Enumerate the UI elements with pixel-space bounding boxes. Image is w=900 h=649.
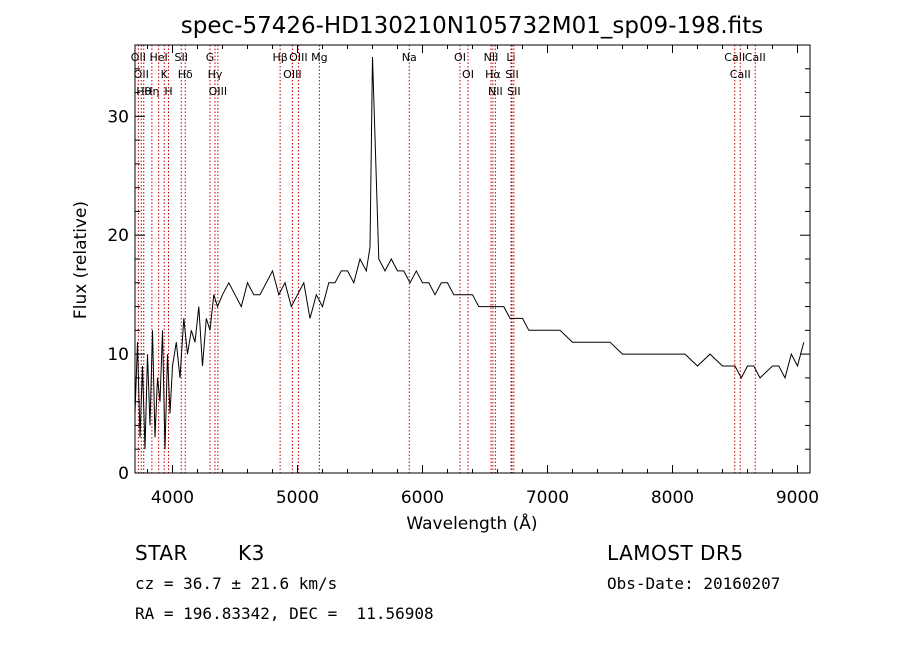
spectrum-series bbox=[134, 56, 805, 450]
x-tick-label-4: 8000 bbox=[651, 488, 694, 508]
y-axis-label: Flux (relative) bbox=[71, 201, 91, 319]
line-marker-label-26: CaII bbox=[730, 68, 751, 81]
line-marker-label-25: CaII bbox=[724, 51, 745, 64]
x-tick-label-0: 4000 bbox=[151, 488, 194, 508]
y-tick-label-0: 0 bbox=[118, 464, 129, 484]
line-marker-label-22: Li bbox=[506, 51, 515, 64]
observation-date: Obs-Date: 20160207 bbox=[607, 574, 781, 593]
line-marker-label-8: Hδ bbox=[178, 68, 193, 81]
y-tick-label-1: 10 bbox=[107, 345, 129, 365]
x-axis-label: Wavelength (Å) bbox=[406, 512, 537, 534]
line-marker-label-1: OII bbox=[134, 68, 149, 81]
line-marker-label-23: SII bbox=[505, 68, 518, 81]
line-marker-label-18: OI bbox=[462, 68, 474, 81]
line-marker-label-15: Mg bbox=[311, 51, 327, 64]
x-tick-label-5: 9000 bbox=[776, 488, 819, 508]
object-class: STAR bbox=[135, 541, 188, 565]
redshift-cz: cz = 36.7 ± 21.6 km/s bbox=[135, 574, 338, 593]
chart-title: spec-57426-HD130210N105732M01_sp09-198.f… bbox=[181, 13, 763, 39]
line-marker-label-16: Na bbox=[402, 51, 417, 64]
plot-frame bbox=[134, 44, 811, 474]
line-marker-label-2: Hθ bbox=[136, 85, 151, 98]
spectrum-line-0 bbox=[134, 56, 805, 450]
object-subclass: K3 bbox=[238, 541, 265, 565]
line-marker-label-12: Hβ bbox=[272, 51, 287, 64]
survey-name: LAMOST DR5 bbox=[607, 541, 744, 565]
line-marker-label-24: SII bbox=[507, 85, 520, 98]
line-marker-label-20: Hα bbox=[485, 68, 501, 81]
y-axis: 0 10 20 30 bbox=[107, 68, 810, 484]
line-marker-label-13: OIII bbox=[283, 68, 301, 81]
line-marker-label-19: NII bbox=[484, 51, 499, 64]
line-marker-label-5: K bbox=[161, 68, 169, 81]
x-tick-label-2: 6000 bbox=[401, 488, 444, 508]
line-marker-label-21: NII bbox=[488, 85, 503, 98]
line-marker-label-14: OIII bbox=[289, 51, 307, 64]
x-tick-label-3: 7000 bbox=[526, 488, 569, 508]
line-marker-label-3: Hη bbox=[144, 85, 159, 98]
line-marker-label-9: G bbox=[206, 51, 215, 64]
coordinates: RA = 196.83342, DEC = 11.56908 bbox=[135, 604, 434, 623]
line-marker-label-17: OI bbox=[454, 51, 466, 64]
x-tick-label-1: 5000 bbox=[276, 488, 319, 508]
line-marker-label-11: OIII bbox=[209, 85, 227, 98]
y-tick-label-2: 20 bbox=[107, 226, 129, 246]
line-marker-label-7: SII bbox=[175, 51, 188, 64]
x-axis: 4000 5000 6000 7000 8000 9000 bbox=[147, 45, 819, 508]
line-marker-label-27: CaII bbox=[745, 51, 766, 64]
y-tick-label-3: 30 bbox=[107, 107, 129, 127]
line-marker-label-10: Hγ bbox=[208, 68, 223, 81]
line-marker-label-6: H bbox=[164, 85, 172, 98]
line-marker-label-4: HeI bbox=[149, 51, 167, 64]
